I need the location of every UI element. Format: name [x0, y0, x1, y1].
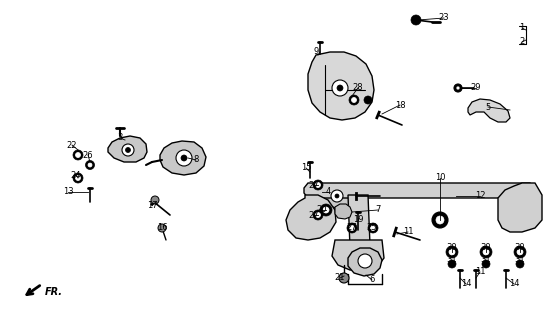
Text: 31: 31	[515, 255, 525, 265]
Text: 30: 30	[480, 244, 491, 252]
Circle shape	[514, 246, 526, 258]
Text: 17: 17	[147, 201, 158, 210]
Text: 20: 20	[317, 205, 327, 214]
Circle shape	[176, 150, 192, 166]
Circle shape	[313, 180, 323, 190]
Circle shape	[337, 85, 343, 91]
Circle shape	[516, 260, 524, 268]
Circle shape	[480, 246, 492, 258]
Circle shape	[349, 226, 354, 230]
Text: 11: 11	[403, 228, 413, 236]
Circle shape	[446, 246, 458, 258]
Text: 27: 27	[309, 211, 320, 220]
Text: 29: 29	[471, 84, 481, 92]
Text: 2: 2	[520, 37, 525, 46]
Text: FR.: FR.	[45, 287, 63, 297]
Circle shape	[482, 260, 490, 268]
Text: 24: 24	[71, 171, 81, 180]
Polygon shape	[468, 99, 510, 122]
Polygon shape	[108, 136, 147, 162]
Text: 30: 30	[447, 244, 457, 252]
Circle shape	[316, 182, 321, 188]
Text: 16: 16	[156, 223, 168, 233]
Text: 11: 11	[475, 268, 485, 276]
Polygon shape	[304, 183, 535, 198]
Text: 23: 23	[439, 13, 449, 22]
Circle shape	[331, 190, 343, 202]
Circle shape	[339, 273, 349, 283]
Circle shape	[436, 216, 444, 224]
Circle shape	[73, 173, 83, 183]
Polygon shape	[322, 184, 354, 208]
Text: 4: 4	[326, 188, 331, 196]
Text: 30: 30	[515, 244, 525, 252]
Circle shape	[316, 212, 321, 218]
Text: 14: 14	[509, 279, 519, 289]
Circle shape	[75, 153, 80, 157]
Text: 15: 15	[301, 164, 311, 172]
Polygon shape	[308, 52, 374, 120]
Circle shape	[349, 95, 359, 105]
Polygon shape	[348, 195, 370, 248]
Circle shape	[126, 148, 131, 153]
Text: 14: 14	[461, 279, 471, 289]
Circle shape	[335, 194, 339, 198]
Text: 26: 26	[83, 150, 93, 159]
Circle shape	[456, 86, 460, 90]
Text: 27: 27	[309, 180, 320, 189]
Polygon shape	[498, 183, 542, 232]
Circle shape	[158, 224, 166, 232]
Text: 13: 13	[63, 188, 73, 196]
Circle shape	[454, 84, 462, 92]
Polygon shape	[160, 141, 206, 175]
Text: 6: 6	[369, 276, 375, 284]
Text: 9: 9	[314, 47, 318, 57]
Circle shape	[364, 96, 372, 104]
Circle shape	[483, 249, 489, 255]
Circle shape	[88, 163, 92, 167]
Circle shape	[85, 161, 95, 170]
Circle shape	[352, 98, 356, 102]
Circle shape	[122, 144, 134, 156]
Text: 3: 3	[117, 133, 123, 142]
Text: 8: 8	[193, 156, 199, 164]
Text: 5: 5	[485, 102, 490, 111]
Circle shape	[517, 249, 523, 255]
Text: 25: 25	[367, 223, 377, 233]
Text: 12: 12	[475, 191, 485, 201]
Polygon shape	[332, 240, 384, 270]
Text: 1: 1	[520, 23, 525, 33]
Circle shape	[448, 260, 456, 268]
Circle shape	[411, 15, 421, 25]
Text: 22: 22	[67, 140, 77, 149]
Circle shape	[323, 207, 329, 213]
Circle shape	[368, 223, 378, 233]
Circle shape	[358, 254, 372, 268]
Text: 31: 31	[447, 255, 457, 265]
Polygon shape	[348, 248, 382, 276]
Circle shape	[313, 210, 323, 220]
Circle shape	[151, 196, 159, 204]
Circle shape	[449, 249, 455, 255]
Text: 31: 31	[480, 255, 491, 265]
Circle shape	[347, 223, 357, 233]
Text: 7: 7	[375, 205, 381, 214]
Text: 28: 28	[353, 84, 363, 92]
Polygon shape	[335, 204, 352, 219]
Text: 19: 19	[353, 215, 363, 225]
Text: 18: 18	[395, 100, 406, 109]
Text: 10: 10	[435, 173, 445, 182]
Circle shape	[320, 204, 332, 216]
Circle shape	[370, 226, 375, 230]
Text: 27: 27	[347, 223, 357, 233]
Circle shape	[181, 155, 187, 161]
Text: 21: 21	[335, 274, 345, 283]
Polygon shape	[286, 195, 336, 240]
Circle shape	[73, 150, 83, 160]
Circle shape	[332, 80, 348, 96]
Circle shape	[75, 175, 80, 180]
Circle shape	[432, 212, 448, 228]
